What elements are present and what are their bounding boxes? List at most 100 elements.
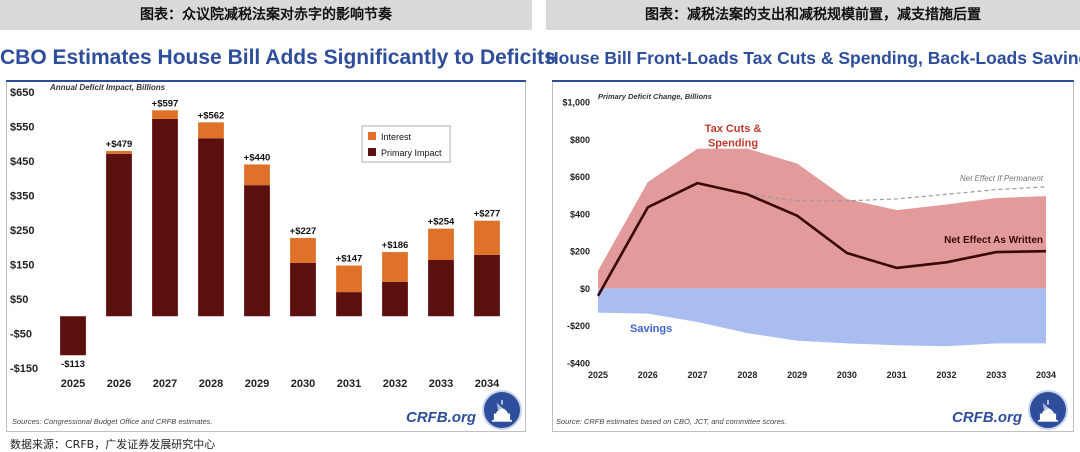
primary-impact-bar: [290, 262, 316, 317]
primary-impact-bar: [382, 281, 408, 317]
savings-area: [598, 288, 1046, 347]
right-panel-header: 图表：减税法案的支出和减税规模前置，减支措施后置: [546, 0, 1080, 30]
primary-deficit-area-chart: Primary Deficit Change, Billions -$400 -$2…: [562, 92, 1056, 380]
interest-bar: [474, 220, 500, 255]
x-tick-label: 2025: [61, 378, 85, 390]
interest-bar: [290, 237, 316, 263]
y-tick-label: $400: [570, 209, 590, 219]
right-source-note: Source: CRFB estimates based on CBO, JCT…: [556, 417, 787, 426]
right-chart-title: House Bill Front-Loads Tax Cuts & Spendi…: [546, 48, 1080, 68]
tax-cuts-spending-area: [598, 148, 1046, 289]
x-tick-label: 2034: [1036, 370, 1056, 380]
interest-bar: [336, 265, 362, 293]
y-tick-label: $800: [570, 135, 590, 145]
area-chart-subtitle: Primary Deficit Change, Billions: [598, 92, 712, 101]
net-written-annotation: Net Effect As Written: [944, 235, 1043, 246]
total-data-label: +$597: [152, 98, 179, 109]
crfb-logo-icon: [482, 390, 522, 430]
primary-impact-bar: [474, 254, 500, 317]
bar-chart-subtitle: Annual Deficit Impact, Billions: [49, 83, 166, 92]
tax-cuts-annotation: Spending: [708, 138, 758, 150]
y-tick-label: -$200: [567, 321, 590, 331]
legend-box: [361, 125, 451, 163]
primary-impact-bar: [152, 118, 178, 317]
savings-annotation: Savings: [630, 323, 672, 335]
x-tick-label: 2029: [787, 370, 807, 380]
x-tick-label: 2030: [837, 370, 857, 380]
right-brand-text: CRFB.org: [952, 409, 1022, 426]
legend-label-primary: Primary Impact: [381, 148, 442, 158]
y-tick-label: -$150: [10, 363, 38, 375]
y-tick-label: $200: [570, 247, 590, 257]
y-tick-label: $650: [10, 87, 34, 99]
net-permanent-annotation: Net Effect If Permanent: [960, 174, 1044, 183]
x-tick-label: 2034: [475, 378, 500, 390]
x-tick-label: 2030: [291, 378, 315, 390]
legend-label-interest: Interest: [381, 132, 412, 142]
x-tick-label: 2025: [588, 370, 608, 380]
total-data-label: +$254: [428, 217, 455, 228]
interest-bar: [428, 228, 454, 261]
legend-swatch-interest: [368, 132, 376, 140]
x-tick-label: 2033: [429, 378, 453, 390]
y-tick-label: -$50: [10, 329, 32, 341]
left-chart-panel: 图表：众议院减税法案对赤字的影响节奏 CBO Estimates House B…: [0, 0, 556, 432]
x-tick-label: 2033: [986, 370, 1006, 380]
interest-bar: [382, 252, 408, 282]
left-source-note: Sources: Congressional Budget Office and…: [12, 417, 213, 426]
interest-bar: [198, 122, 224, 139]
y-tick-label: $1,000: [562, 98, 590, 108]
interest-bar: [152, 110, 178, 119]
left-panel-header: 图表：众议院减税法案对赤字的影响节奏: [0, 0, 532, 30]
total-data-label: +$562: [198, 110, 225, 121]
y-tick-label: $250: [10, 225, 34, 237]
right-chart-frame: [552, 82, 1074, 432]
x-tick-label: 2028: [199, 378, 223, 390]
legend-swatch-primary: [368, 148, 376, 156]
x-tick-label: 2029: [245, 378, 269, 390]
interest-bar: [106, 150, 132, 154]
total-data-label: +$277: [474, 209, 501, 220]
primary-impact-bar: [198, 138, 224, 317]
right-title-rule: [552, 80, 1074, 82]
left-chart-title: CBO Estimates House Bill Adds Significan…: [0, 46, 556, 69]
primary-impact-bar: [428, 260, 454, 317]
x-tick-label: 2027: [688, 370, 708, 380]
x-tick-label: 2027: [153, 378, 177, 390]
y-tick-label: $550: [10, 122, 34, 134]
data-source-footnote: 数据来源：CRFB，广发证券发展研究中心: [10, 438, 216, 451]
net-effect-permanent-line: [747, 186, 1047, 202]
tax-cuts-annotation: Tax Cuts &: [705, 123, 762, 135]
total-data-label: +$440: [244, 152, 271, 163]
total-data-label: +$186: [382, 240, 409, 251]
x-tick-label: 2031: [887, 370, 907, 380]
x-tick-label: 2032: [383, 378, 407, 390]
y-tick-label: $350: [10, 191, 34, 203]
total-data-label: +$479: [106, 139, 133, 150]
y-tick-label: $600: [570, 172, 590, 182]
total-data-label: +$147: [336, 254, 363, 265]
y-tick-label: $150: [10, 260, 34, 272]
left-brand-text: CRFB.org: [406, 409, 476, 426]
crfb-logo-icon: [1028, 390, 1068, 430]
interest-bar: [244, 164, 270, 186]
x-tick-label: 2032: [936, 370, 956, 380]
x-tick-label: 2026: [107, 378, 131, 390]
x-tick-label: 2026: [638, 370, 658, 380]
primary-impact-bar: [60, 316, 86, 356]
total-data-label: -$113: [61, 359, 85, 370]
y-tick-label: $0: [580, 284, 590, 294]
deficit-bar-chart: Annual Deficit Impact, Billions -$150 -$50…: [10, 83, 501, 390]
left-chart-frame: [6, 82, 526, 432]
x-tick-label: 2028: [737, 370, 757, 380]
left-title-rule: [6, 80, 526, 82]
y-tick-label: -$400: [567, 359, 590, 369]
y-tick-label: $50: [10, 294, 28, 306]
primary-impact-bar: [244, 185, 270, 317]
x-tick-label: 2031: [337, 378, 361, 390]
right-chart-panel: 图表：减税法案的支出和减税规模前置，减支措施后置 House Bill Fron…: [546, 0, 1080, 432]
total-data-label: +$227: [290, 226, 317, 237]
primary-impact-bar: [336, 292, 362, 317]
net-effect-written-line: [596, 181, 1047, 297]
primary-impact-bar: [106, 153, 132, 317]
